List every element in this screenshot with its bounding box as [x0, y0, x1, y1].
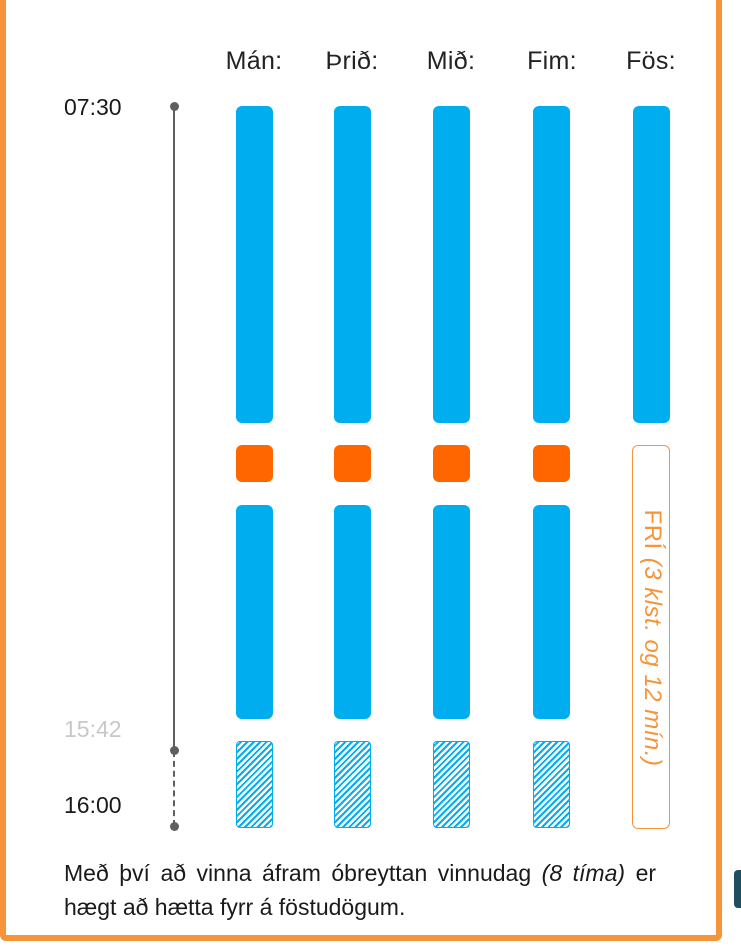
tuesday-afternoon-work-block: [334, 505, 371, 719]
time-axis-extension: [173, 751, 175, 826]
day-off-detail: (3 klst. og 12 mín.): [639, 557, 666, 767]
tuesday-break-block: [334, 445, 371, 482]
edge-decoration: [734, 870, 741, 908]
time-axis-line: [173, 107, 175, 751]
wednesday-morning-work-block: [433, 106, 470, 423]
monday-morning-work-block: [236, 106, 273, 423]
axis-dot-end: [170, 822, 179, 831]
day-off-title: FRÍ: [639, 509, 666, 550]
monday-extra-time-block: [236, 741, 273, 828]
day-label-wednesday: Mið:: [426, 47, 476, 75]
day-label-friday: Fös:: [626, 47, 676, 75]
time-label-end: 16:00: [64, 792, 122, 818]
wednesday-extra-time-block: [433, 741, 470, 828]
caption-text-end: er hægt að hætta fyrr á föstudögum.: [64, 860, 657, 920]
tuesday-extra-time-block: [334, 741, 371, 828]
thursday-afternoon-work-block: [533, 505, 570, 719]
day-label-thursday: Fim:: [527, 47, 577, 75]
diagram-caption: Með því að vinna áfram óbreyttan vinnuda…: [64, 856, 656, 924]
thursday-break-block: [533, 445, 570, 482]
day-off-label: FRÍ (3 klst. og 12 mín.): [633, 446, 671, 830]
wednesday-break-block: [433, 445, 470, 482]
time-label-normal-end: 15:42: [64, 716, 122, 742]
tuesday-morning-work-block: [334, 106, 371, 423]
monday-break-block: [236, 445, 273, 482]
axis-dot-normal-end: [170, 746, 179, 755]
axis-dot-start: [170, 102, 179, 111]
day-label-tuesday: Þrið:: [325, 47, 379, 75]
friday-day-off-block: FRÍ (3 klst. og 12 mín.): [632, 445, 670, 829]
caption-text: Með því að vinna áfram óbreyttan vinnuda…: [64, 860, 532, 886]
thursday-extra-time-block: [533, 741, 570, 828]
wednesday-afternoon-work-block: [433, 505, 470, 719]
monday-afternoon-work-block: [236, 505, 273, 719]
thursday-morning-work-block: [533, 106, 570, 423]
caption-emphasis: (8 tíma): [541, 860, 626, 886]
day-label-monday: Mán:: [225, 47, 283, 75]
time-label-start: 07:30: [64, 94, 122, 120]
friday-morning-work-block: [633, 106, 670, 423]
